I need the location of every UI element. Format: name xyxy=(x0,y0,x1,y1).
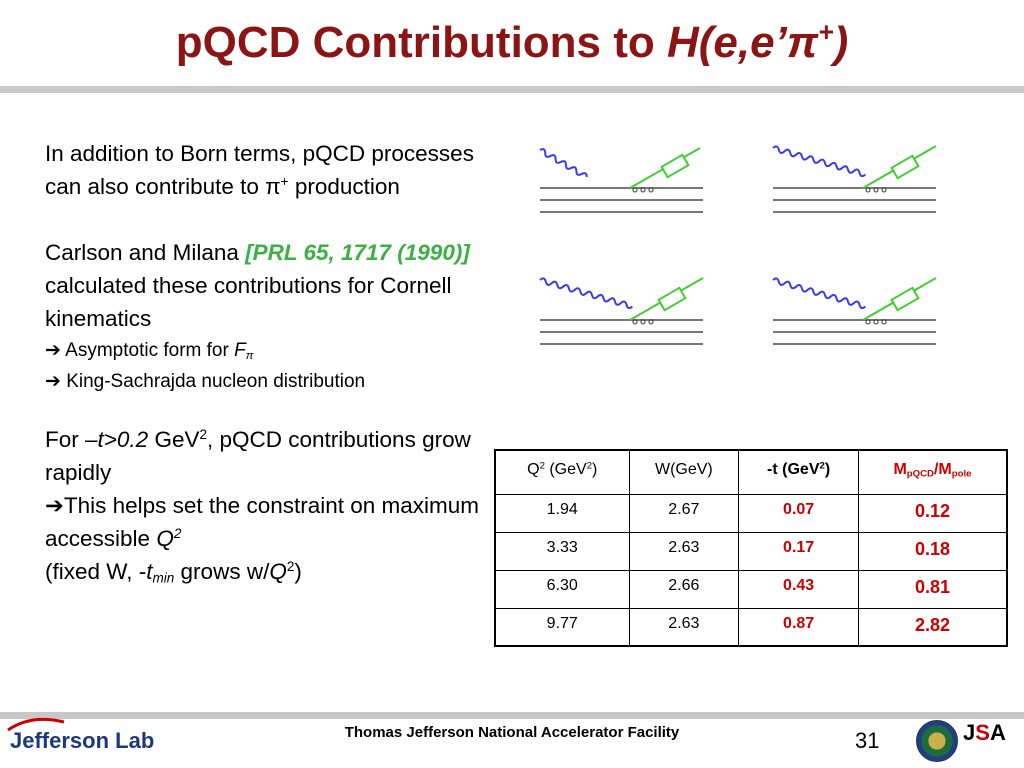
jefferson-lab-logo: Jefferson Lab xyxy=(10,728,155,753)
cell-t: 0.17 xyxy=(738,531,859,571)
cell-w: 2.63 xyxy=(628,531,740,571)
header-t: -t (GeV2) xyxy=(738,449,859,495)
cell-w: 2.63 xyxy=(628,607,740,647)
cell-q2: 3.33 xyxy=(494,531,630,571)
cell-w: 2.66 xyxy=(628,569,740,609)
jefferson-lab-swoosh-icon xyxy=(7,717,65,732)
title-divider xyxy=(0,86,1024,93)
cell-t: 0.43 xyxy=(738,569,859,609)
cell-q2: 1.94 xyxy=(494,493,630,533)
body-text: In addition to Born terms, pQCD processe… xyxy=(45,137,495,588)
feynman-diagram-3 xyxy=(539,277,704,345)
table-header-row: Q2 (GeV2) W(GeV) -t (GeV2) MpQCD/Mpole xyxy=(494,449,1008,495)
header-w: W(GeV) xyxy=(628,449,740,495)
jsa-logo: JSA xyxy=(963,720,1006,745)
table-row: 9.77 2.63 0.87 2.82 xyxy=(494,607,1008,647)
cell-q2: 6.30 xyxy=(494,569,630,609)
table-row: 3.33 2.63 0.17 0.18 xyxy=(494,531,1008,571)
cell-ratio: 0.81 xyxy=(857,569,1008,609)
bullet-king-sachrajda: ➔ King-Sachrajda nucleon distribution xyxy=(45,371,366,392)
cell-w: 2.67 xyxy=(628,493,740,533)
bullet-asymptotic-form: ➔ Asymptotic form for Fπ xyxy=(45,340,254,362)
cell-t: 0.87 xyxy=(738,607,859,647)
feynman-diagram-1 xyxy=(539,147,703,213)
cell-ratio: 0.18 xyxy=(857,531,1008,571)
page-number: 31 xyxy=(855,728,880,753)
table-row: 1.94 2.67 0.07 0.12 xyxy=(494,493,1008,533)
header-ratio: MpQCD/Mpole xyxy=(857,449,1008,495)
paragraph-carlson-milana: Carlson and Milana [PRL 65, 1717 (1990)]… xyxy=(45,240,470,331)
cell-q2: 9.77 xyxy=(494,607,630,647)
slide-title: pQCD Contributions to H(e,e’π+) xyxy=(175,17,849,67)
reference-citation: [PRL 65, 1717 (1990)] xyxy=(245,240,470,265)
feynman-diagram-4 xyxy=(772,277,937,345)
footer-facility-name: Thomas Jefferson National Accelerator Fa… xyxy=(344,724,680,741)
header-q2: Q2 (GeV2) xyxy=(494,449,630,495)
table-row: 6.30 2.66 0.43 0.81 xyxy=(494,569,1008,609)
doe-seal-icon xyxy=(916,720,958,762)
cell-t: 0.07 xyxy=(738,493,859,533)
footer-divider xyxy=(0,712,1024,719)
kinematics-table: Q2 (GeV2) W(GeV) -t (GeV2) MpQCD/Mpole 1… xyxy=(494,449,1008,647)
feynman-diagram-2 xyxy=(772,145,937,213)
paragraph-pqcd-growth: For –t>0.2 GeV2, pQCD contributions grow… xyxy=(45,426,480,586)
cell-ratio: 2.82 xyxy=(857,607,1008,647)
paragraph-born-terms: In addition to Born terms, pQCD processe… xyxy=(45,141,474,199)
cell-ratio: 0.12 xyxy=(857,493,1008,533)
